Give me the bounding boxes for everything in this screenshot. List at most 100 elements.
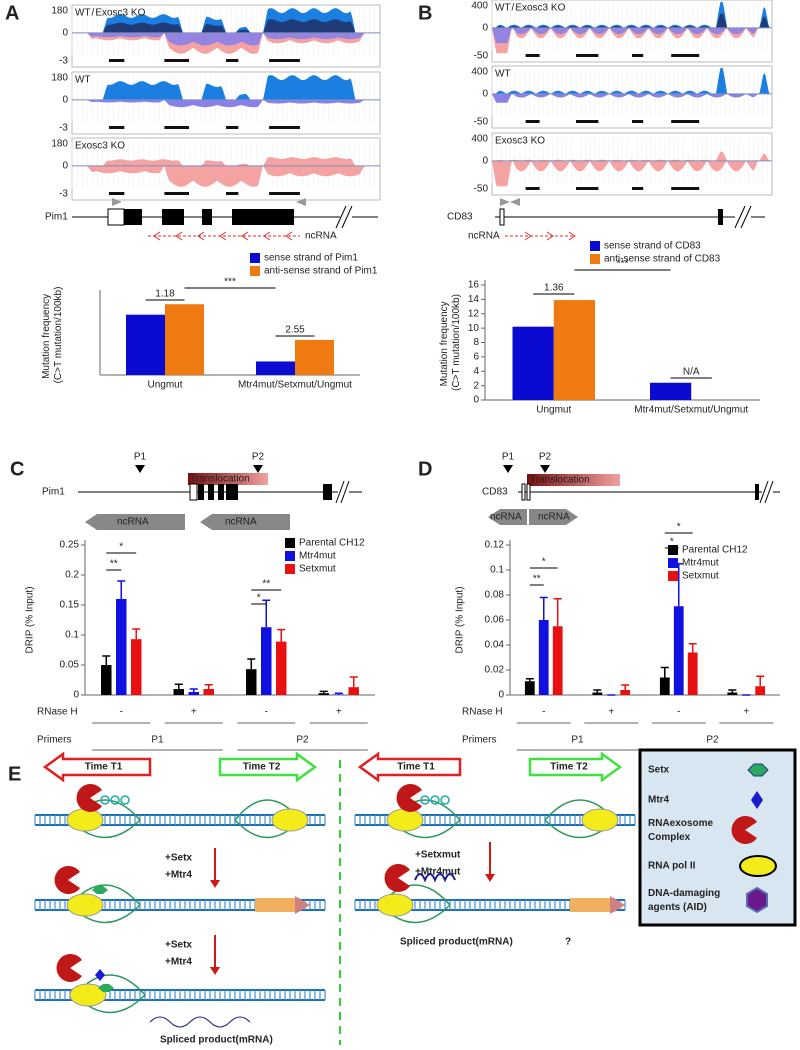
group-title: Primers [462, 735, 496, 746]
legend-swatch [590, 254, 600, 264]
track-label: Exosc3 KO [75, 141, 125, 152]
track-feature [632, 187, 644, 190]
track-tick-label: 400 [471, 67, 488, 78]
annotation: ** [110, 559, 118, 570]
bar [333, 694, 344, 695]
time-label: Time T2 [243, 762, 281, 773]
track-label: WT [75, 8, 91, 19]
text-line: Complex [648, 832, 691, 843]
y-tick-label: 0 [473, 395, 479, 406]
legend-swatch [250, 253, 260, 263]
y-axis-label: Mutation frequency (C>T mutation/100kb) [41, 287, 64, 384]
legend-swatch [590, 241, 600, 251]
legend-label: Mtr4mut [682, 558, 719, 569]
error-bar [319, 690, 328, 694]
ncrna-arrow [546, 231, 554, 241]
track-feature [269, 126, 300, 129]
error-bar [660, 666, 669, 678]
legend-swatch [668, 571, 678, 581]
rnase-dot [440, 795, 450, 805]
error-bar [262, 599, 271, 628]
ncrna-arrow [85, 514, 185, 530]
text-line: Mutation frequency [439, 299, 450, 387]
track-feature [576, 187, 599, 190]
promoter-label: P2 [252, 452, 265, 463]
text-line: agents (AID) [648, 902, 707, 913]
step-label: +Setx [165, 940, 192, 951]
x-tick-label: - [265, 707, 268, 718]
track-label: / [92, 8, 95, 19]
rna-pol [271, 808, 309, 832]
legend-box [638, 748, 797, 927]
bar [203, 689, 214, 695]
annotation: N/A [683, 367, 700, 378]
category-title: RNase H [462, 707, 503, 718]
ncrna-arrow [263, 231, 271, 241]
track-tick-label: 0 [482, 23, 488, 34]
rna-tangle [414, 873, 456, 883]
setx-icon [747, 763, 769, 777]
question-mark: ? [565, 937, 571, 948]
x-tick-label: + [336, 707, 342, 718]
rnase-dot [420, 795, 430, 805]
legend-swatch [668, 558, 678, 568]
bar [295, 339, 334, 375]
rna-pol [376, 893, 414, 917]
promoter-label: P1 [502, 452, 515, 463]
coverage-area [72, 157, 380, 166]
time-arrow [218, 751, 318, 783]
rnase-dot [110, 795, 120, 805]
step-arrow-head [210, 967, 220, 975]
ncrna-arrow [529, 509, 578, 525]
y-axis-label: DRIP (% Input) [25, 586, 36, 653]
bar [318, 693, 330, 695]
error-bar [621, 684, 630, 690]
error-bar [247, 658, 256, 670]
track-feature [226, 192, 239, 195]
exon [526, 483, 531, 501]
bar [512, 326, 554, 400]
break-mark [759, 480, 774, 504]
track-feature [525, 187, 540, 190]
bar [126, 314, 165, 375]
track-feature [108, 126, 125, 129]
bar [116, 599, 127, 695]
text-line: RNAexosome [648, 818, 716, 829]
y-tick-label: 0.25 [60, 540, 80, 551]
track-feature [226, 126, 239, 129]
annotation: * [119, 542, 123, 553]
exon [198, 484, 204, 500]
x-tick-label: - [677, 707, 680, 718]
track-label: / [512, 3, 515, 14]
legend-label: anti-sense strand of CD83 [604, 254, 721, 265]
coverage-area [492, 27, 772, 54]
legend-label: Setxmut [682, 571, 719, 582]
annotation: 2.55 [285, 325, 305, 336]
y-tick-label: 0 [498, 690, 504, 701]
error-bar [756, 675, 765, 687]
text-line: (C>T mutation/100kb) [53, 287, 64, 384]
step-arrow-head [210, 880, 220, 888]
coverage-area [72, 75, 380, 100]
exon [124, 209, 142, 225]
track-label: Exosc3 KO [515, 3, 565, 14]
panel-label: C [10, 458, 24, 480]
coverage-area [492, 160, 772, 187]
track-feature [226, 59, 239, 62]
bar [246, 669, 257, 695]
x-tick-label: Mtr4mut/Setxmut/Ungmut [238, 380, 352, 391]
track-tick-label: -3 [59, 56, 68, 67]
error-bar [593, 689, 602, 693]
track-feature [525, 54, 540, 57]
annotation: ** [262, 579, 270, 590]
bar [620, 690, 631, 695]
track-tick-label: -50 [474, 51, 489, 62]
rna-product [149, 1016, 251, 1028]
track-feature [671, 187, 700, 190]
annotation: ** [533, 574, 541, 585]
track-feature [164, 192, 190, 195]
ncrna-label: ncRNA [490, 512, 522, 523]
y-tick-label: 0.04 [485, 640, 505, 651]
error-bar [334, 692, 343, 695]
